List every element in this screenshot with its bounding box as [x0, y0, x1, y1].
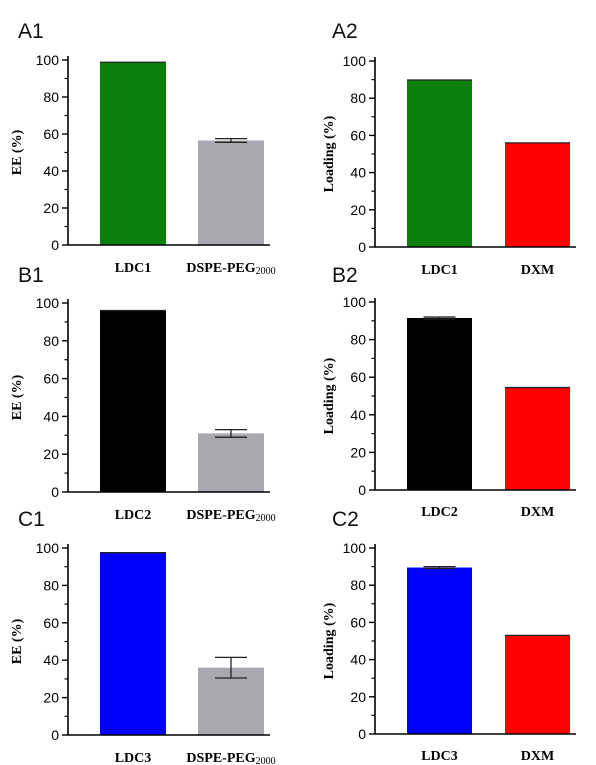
chart-panel-b2: B2 Loading (%) LDC2 DXM 0 20 40 60 80 100: [322, 264, 576, 520]
category-label-a1-1: LDC1: [115, 261, 152, 276]
category-label-a1-2: DSPE-PEG2000: [186, 261, 275, 277]
panel-label-a2: A2: [332, 20, 358, 43]
chart-panel-a1: A1 EE (%) LDC1 DSPE-PEG2000 0 20 40 60 80 100: [10, 20, 275, 277]
y-tick-label-b2-100: 100: [343, 294, 367, 310]
error-bar-c1-2: [215, 656, 247, 679]
bar-c1-2: [198, 667, 264, 735]
y-tick-label-a2-60: 60: [350, 127, 366, 143]
category-label-b1-1: LDC2: [115, 508, 152, 523]
category-label-c2-2: DXM: [521, 749, 554, 764]
y-tick-label-c2-0: 0: [358, 726, 366, 742]
y-tick-label-c2-40: 40: [350, 652, 366, 668]
error-bar-c2-1: [423, 565, 456, 570]
y-tick-label-b1-40: 40: [43, 408, 59, 424]
chart-panel-b1: B1 EE (%) LDC2 DSPE-PEG2000 0 20 40 60 80 100: [10, 264, 275, 524]
panel-label-b2: B2: [332, 264, 358, 287]
y-tick-label-b2-80: 80: [350, 332, 366, 348]
category-label-a2-1: LDC1: [421, 263, 458, 278]
bar-c2-2: [505, 635, 570, 734]
y-tick-label-a2-20: 20: [350, 202, 366, 218]
chart-panel-a2: A2 Loading (%) LDC1 DXM 0 20 40 60 80 100: [322, 20, 576, 278]
y-tick-label-b1-60: 60: [43, 371, 59, 387]
y-axis-title-c2: Loading (%): [322, 602, 337, 679]
y-axis-title-a1: EE (%): [10, 129, 25, 175]
panel-label-b1: B1: [18, 264, 44, 287]
category-label-b2-2: DXM: [521, 505, 554, 520]
error-bar-b1-2: [215, 428, 247, 438]
y-tick-label-c2-80: 80: [350, 577, 366, 593]
y-tick-label-c2-60: 60: [350, 614, 366, 630]
y-tick-label-a1-0: 0: [51, 237, 59, 253]
y-tick-label-b2-0: 0: [358, 482, 366, 498]
y-tick-label-a1-60: 60: [43, 126, 59, 142]
y-tick-label-b1-100: 100: [36, 295, 60, 311]
category-label-c1-1: LDC3: [115, 751, 152, 765]
y-tick-label-a2-40: 40: [350, 165, 366, 181]
y-tick-label-b1-20: 20: [43, 446, 59, 462]
y-tick-label-b1-80: 80: [43, 333, 59, 349]
y-axis-title-b2: Loading (%): [322, 357, 337, 434]
y-tick-label-a1-80: 80: [43, 89, 59, 105]
y-tick-label-a2-0: 0: [358, 239, 366, 255]
y-tick-label-c1-20: 20: [43, 690, 59, 706]
y-tick-label-b2-20: 20: [350, 444, 366, 460]
category-label-c1-2: DSPE-PEG2000: [186, 751, 275, 765]
chart-panel-c1: C1 EE (%) LDC3 DSPE-PEG2000 0 20 40 60 80 100: [10, 508, 275, 765]
panel-label-a1: A1: [18, 20, 44, 43]
chart-panel-c2: C2 Loading (%) LDC3 DXM 0 20 40 60 80 100: [322, 508, 576, 764]
y-tick-label-b2-40: 40: [350, 407, 366, 423]
y-tick-label-a2-100: 100: [343, 53, 367, 69]
bar-b2-2: [505, 387, 570, 490]
bar-b1-2: [198, 433, 264, 492]
y-axis-title-b1: EE (%): [10, 374, 25, 420]
panel-label-c2: C2: [332, 508, 359, 531]
panel-label-c1: C1: [18, 508, 45, 531]
bar-c2-1: [407, 567, 472, 734]
category-label-b1-2: DSPE-PEG2000: [186, 508, 275, 524]
bar-a1-2: [198, 140, 264, 245]
y-tick-label-a1-100: 100: [36, 52, 60, 68]
y-axis-title-c1: EE (%): [10, 618, 25, 664]
error-bar-b2-1: [423, 316, 456, 320]
y-tick-label-c1-40: 40: [43, 652, 59, 668]
y-tick-label-c1-60: 60: [43, 615, 59, 631]
y-tick-label-a1-20: 20: [43, 200, 59, 216]
category-label-a2-2: DXM: [521, 263, 554, 278]
bar-a2-1: [407, 79, 472, 247]
bar-a1-1: [100, 62, 166, 245]
y-axis-title-a2: Loading (%): [322, 115, 337, 192]
y-tick-label-c2-100: 100: [343, 540, 367, 556]
category-label-c2-1: LDC3: [421, 749, 458, 764]
y-tick-label-c1-0: 0: [51, 727, 59, 743]
error-bar-a1-2: [215, 137, 247, 143]
bar-b2-1: [407, 317, 472, 490]
y-tick-label-c1-80: 80: [43, 577, 59, 593]
y-tick-label-b2-60: 60: [350, 369, 366, 385]
bar-a2-2: [505, 142, 570, 247]
y-tick-label-c2-20: 20: [350, 689, 366, 705]
y-tick-label-a1-40: 40: [43, 163, 59, 179]
bar-c1-1: [100, 552, 166, 735]
bar-b1-1: [100, 310, 166, 492]
y-tick-label-b1-0: 0: [51, 484, 59, 500]
category-label-b2-1: LDC2: [421, 505, 458, 520]
y-tick-label-a2-80: 80: [350, 90, 366, 106]
y-tick-label-c1-100: 100: [36, 540, 60, 556]
